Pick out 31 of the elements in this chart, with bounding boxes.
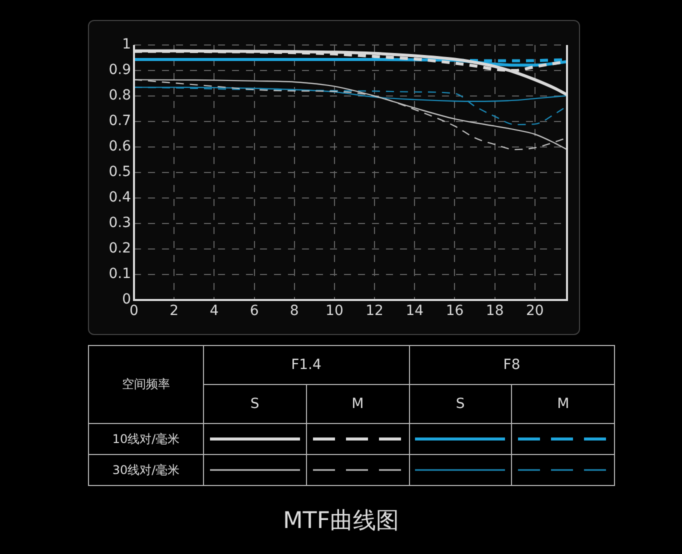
x-tick-label: 20 (526, 303, 544, 320)
x-tick-label: 12 (366, 303, 384, 320)
text: S (204, 384, 306, 424)
x-tick-label: 18 (486, 303, 504, 320)
text: S (409, 384, 512, 424)
y-tick-label: 0.3 (108, 215, 131, 232)
y-tick-label: 0.2 (108, 240, 131, 257)
x-tick-label: 8 (290, 303, 299, 320)
text: F1.4 (204, 346, 409, 384)
text: 30线对/毫米 (88, 454, 204, 486)
y-tick-label: 0.6 (108, 138, 132, 155)
text: M (306, 384, 409, 424)
y-tick-label: 0.4 (108, 190, 132, 206)
text: MTF曲线图 (282, 507, 400, 536)
y-tick-label: 0.9 (108, 62, 131, 78)
x-tick-label: 2 (170, 303, 179, 320)
legend-title: 空间频率 (88, 346, 204, 424)
text: F8 (409, 346, 614, 384)
y-tick-label: 0.5 (108, 164, 131, 180)
x-tick-label: 16 (446, 303, 464, 320)
y-tick-label: 0.7 (108, 113, 131, 130)
y-tick-label: 0.1 (108, 266, 131, 282)
x-tick-label: 6 (250, 303, 259, 320)
x-tick-label: 14 (406, 303, 424, 320)
y-tick-label: 1 (122, 36, 131, 53)
x-tick-label: 4 (210, 303, 219, 320)
text: M (512, 384, 614, 424)
text: 10线对/毫米 (88, 424, 204, 454)
y-tick-label: 0.8 (108, 88, 131, 104)
x-tick-label: 10 (326, 303, 344, 320)
y-tick-label: 0 (122, 292, 131, 308)
